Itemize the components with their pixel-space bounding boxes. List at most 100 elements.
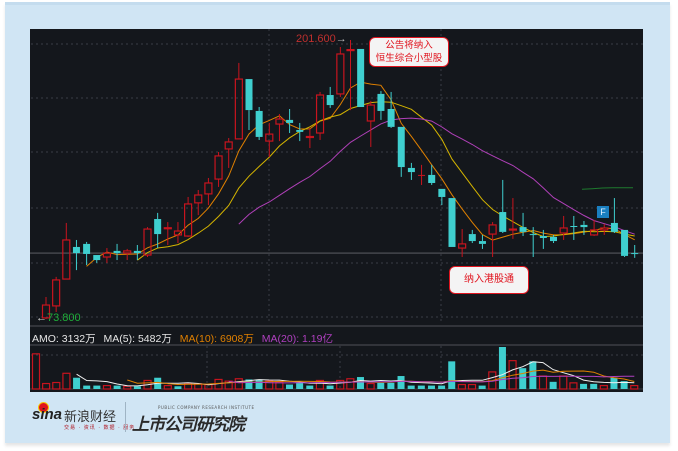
annotation-line: 恒生综合小型股 xyxy=(375,53,443,64)
candle xyxy=(387,91,395,128)
candle-body xyxy=(326,95,334,106)
candle-body xyxy=(102,252,112,258)
candle xyxy=(93,255,101,263)
f-marker-badge[interactable]: F xyxy=(597,206,609,218)
volume-bar xyxy=(133,386,141,389)
candle xyxy=(305,127,314,149)
candle-body xyxy=(336,53,345,95)
volume-bar xyxy=(438,385,446,389)
volume-ma-lines xyxy=(76,361,635,387)
volume-bar xyxy=(73,377,81,389)
candle xyxy=(357,48,365,108)
candle-body xyxy=(296,129,304,132)
candle xyxy=(346,40,355,111)
volume-bar xyxy=(62,372,71,390)
candle xyxy=(123,248,132,261)
candle xyxy=(296,122,304,142)
volume-bar xyxy=(519,368,527,389)
annotation-line: 公告将纳入 xyxy=(385,40,433,51)
candle xyxy=(52,276,61,313)
candle xyxy=(499,179,507,233)
volume-bar xyxy=(529,361,537,389)
candle-body xyxy=(610,222,618,232)
institute-logo-en: PUBLIC COMPANY RESEARCH INSTITUTE xyxy=(158,405,255,410)
candle-body xyxy=(346,49,355,52)
candle xyxy=(407,162,415,180)
candle xyxy=(62,222,71,280)
candle-body xyxy=(62,239,71,280)
candle-body xyxy=(143,228,152,256)
candle-body xyxy=(72,246,80,254)
volume-bar xyxy=(42,382,51,390)
volume-bar xyxy=(356,377,364,389)
volume-bar xyxy=(377,382,385,389)
candle-body xyxy=(123,250,132,254)
candle xyxy=(72,239,80,271)
candle xyxy=(438,188,446,206)
candle-body xyxy=(428,174,436,183)
candle xyxy=(133,244,141,261)
volume-bar xyxy=(83,385,91,389)
volume-ma20-line xyxy=(228,375,635,384)
institute-logo: 上市公司研究院 xyxy=(132,415,245,435)
volume-bar xyxy=(286,384,293,389)
volume-bar xyxy=(306,385,314,389)
volume-bar xyxy=(590,383,598,389)
candle-body xyxy=(519,227,527,232)
annotation-stock-connect: 纳入港股通 xyxy=(449,266,529,294)
volume-bar xyxy=(265,380,274,390)
candle xyxy=(600,224,609,235)
candle-body xyxy=(214,155,223,180)
candle xyxy=(397,126,405,177)
candle-body xyxy=(580,224,588,228)
volume-bar xyxy=(52,381,61,390)
candle xyxy=(204,177,213,206)
volume-bar xyxy=(245,379,253,389)
volume-bar xyxy=(174,386,182,389)
candle-body xyxy=(113,250,121,254)
candle-body xyxy=(621,229,629,256)
volume-indicator-legend: AMO: 3132万 MA(5): 5482万 MA(10): 6908万 MA… xyxy=(32,331,338,346)
candle xyxy=(184,196,193,237)
candle xyxy=(286,108,294,133)
low-price-label: ←73.800 xyxy=(36,312,81,324)
candle-body xyxy=(458,243,467,249)
candle-body xyxy=(224,141,233,150)
volume-bar xyxy=(326,385,334,389)
candle-body xyxy=(234,78,243,140)
ma20-line xyxy=(238,117,635,235)
candle xyxy=(143,227,152,257)
volume-bar xyxy=(336,379,345,390)
candle xyxy=(41,296,51,319)
volume-bar xyxy=(255,379,263,389)
candle-body xyxy=(529,234,537,236)
candle xyxy=(631,244,639,258)
amo-ma20: MA(20): 1.19亿 xyxy=(261,333,333,345)
volume-bar xyxy=(407,385,415,389)
volume-bar xyxy=(427,385,435,389)
candle xyxy=(255,107,263,140)
candle-body xyxy=(448,198,456,247)
candle-body xyxy=(204,182,213,195)
amo-ma5: MA(5): 5482万 xyxy=(103,333,172,345)
logo-divider xyxy=(125,402,126,432)
candle-body xyxy=(407,167,415,173)
sina-eye-icon xyxy=(38,402,49,413)
volume-bar xyxy=(315,379,325,390)
amo-value: AMO: 3132万 xyxy=(32,333,96,345)
candle-body xyxy=(418,174,426,176)
candle-body xyxy=(83,243,91,254)
candle-body xyxy=(468,234,476,242)
candle xyxy=(113,243,121,261)
candle xyxy=(377,91,385,120)
candle xyxy=(448,198,456,247)
candle xyxy=(529,227,537,257)
volume-bar xyxy=(498,347,506,389)
candle-body xyxy=(255,110,263,137)
volume-bar xyxy=(569,382,578,390)
extra-indicator-line xyxy=(581,187,633,190)
volume-bar xyxy=(234,378,243,390)
candle-body xyxy=(265,133,274,142)
arrow-right-icon: → xyxy=(335,33,347,45)
